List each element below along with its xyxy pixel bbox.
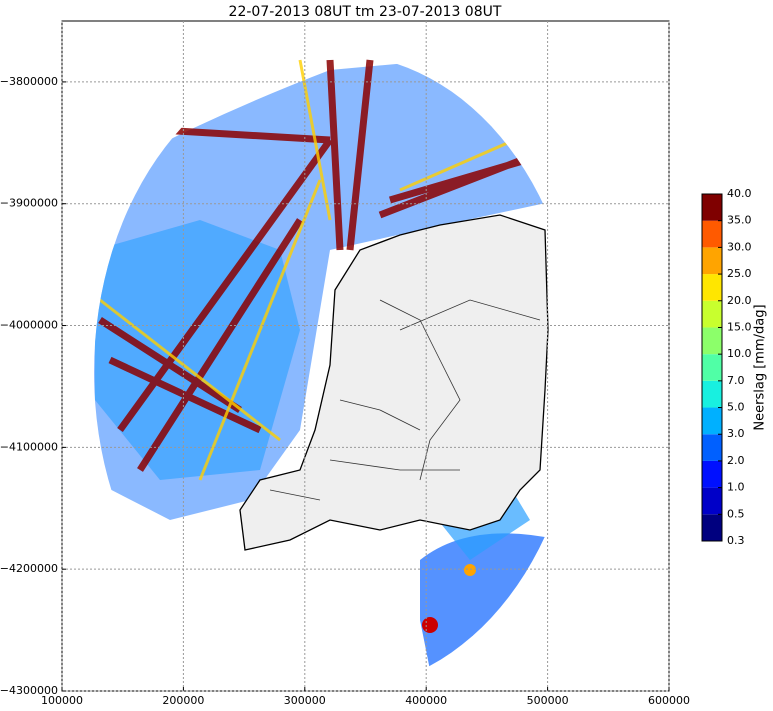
colorbar-swatch xyxy=(702,380,722,408)
y-tick-label: −4100000 xyxy=(0,440,58,453)
colorbar-tick-label: 0.5 xyxy=(727,507,745,520)
colorbar-swatch xyxy=(702,220,722,248)
colorbar-swatch xyxy=(702,407,722,435)
colorbar-tick-label: 15.0 xyxy=(727,320,752,333)
colorbar-tick-label: 40.0 xyxy=(727,187,752,200)
y-tick-label: −3800000 xyxy=(0,75,58,88)
colorbar-tick-label: 25.0 xyxy=(727,267,752,280)
colorbar-tick-label: 10.0 xyxy=(727,347,752,360)
colorbar-swatch xyxy=(702,434,722,461)
colorbar-swatch xyxy=(702,354,722,381)
map-title: 22-07-2013 08UT tm 23-07-2013 08UT xyxy=(229,4,502,20)
colorbar-swatch xyxy=(702,194,722,221)
colorbar-tick-label: 1.0 xyxy=(727,481,745,494)
colorbar-tick-label: 2.0 xyxy=(727,454,745,467)
colorbar-tick-label: 3.0 xyxy=(727,427,745,440)
colorbar-swatch xyxy=(702,460,722,488)
colorbar-swatch xyxy=(702,274,722,301)
x-tick-label: 500000 xyxy=(527,694,569,707)
colorbar-frame xyxy=(701,193,723,542)
colorbar-tick-label: 20.0 xyxy=(727,294,752,307)
colorbar-tick-label: 5.0 xyxy=(727,401,745,414)
radar-image xyxy=(94,54,580,690)
colorbar-tick-label: 30.0 xyxy=(727,240,752,253)
plot-frame xyxy=(61,20,670,692)
colorbar-swatch xyxy=(702,487,722,515)
colorbar-swatch xyxy=(702,514,722,541)
y-tick-label: −4000000 xyxy=(0,319,58,332)
y-tick-label: −3900000 xyxy=(0,197,58,210)
y-tick-label: −4300000 xyxy=(0,684,58,697)
x-tick-label: 200000 xyxy=(162,694,204,707)
colorbar-tick-label: 7.0 xyxy=(727,374,745,387)
x-tick-label: 600000 xyxy=(648,694,690,707)
x-tick-label: 300000 xyxy=(284,694,326,707)
x-tick-label: 400000 xyxy=(405,694,447,707)
y-tick-label: −4200000 xyxy=(0,562,58,575)
colorbar-tick-label: 0.3 xyxy=(727,534,745,547)
x-tick-label: 100000 xyxy=(41,694,83,707)
colorbar-tick-label: 35.0 xyxy=(727,214,752,227)
colorbar-swatch xyxy=(702,247,722,275)
colorbar-swatch xyxy=(702,300,722,328)
colorbar-label: Neerslag [mm/dag] xyxy=(753,304,768,430)
colorbar-swatch xyxy=(702,327,722,355)
